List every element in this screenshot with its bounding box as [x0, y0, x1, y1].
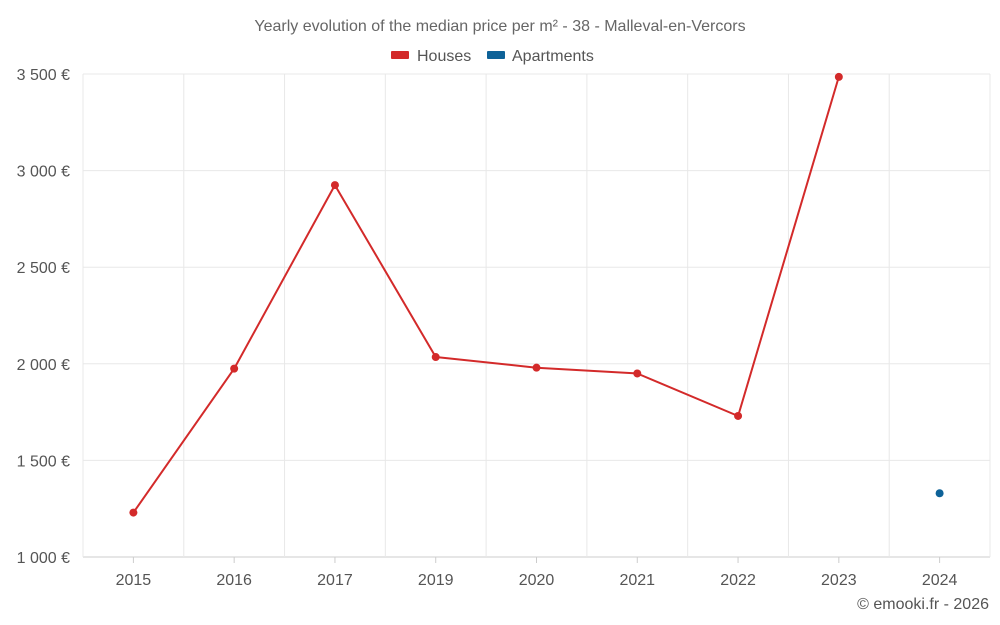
y-tick-label: 2 000 €	[17, 357, 70, 374]
legend-swatch-houses	[391, 51, 409, 59]
y-tick-label: 1 500 €	[17, 453, 70, 470]
x-tick-label: 2023	[821, 572, 857, 589]
data-point-houses[interactable]	[230, 364, 239, 373]
x-tick-label: 2019	[418, 572, 454, 589]
x-tick-label: 2015	[116, 572, 152, 589]
x-tick-label: 2022	[720, 572, 756, 589]
legend-label-houses: Houses	[417, 48, 471, 65]
legend-item-houses[interactable]: Houses	[391, 48, 471, 65]
gridlines	[82, 73, 991, 558]
legend-item-apartments[interactable]: Apartments	[487, 48, 594, 65]
y-tick-label: 3 500 €	[17, 67, 70, 84]
y-axis: 1 000 € 1 500 € 2 000 € 2 500 € 3 000 € 3 500…	[17, 67, 70, 567]
data-point-houses[interactable]	[431, 353, 440, 362]
legend-label-apartments: Apartments	[512, 48, 594, 65]
x-tick-label: 2020	[519, 572, 555, 589]
x-tick-label: 2016	[216, 572, 252, 589]
y-tick-label: 3 000 €	[17, 164, 70, 181]
x-axis: 2015 2016 2017 2019 2020 2021 2022 2023 2024	[116, 557, 958, 589]
y-tick-label: 2 500 €	[17, 260, 70, 277]
data-point-houses[interactable]	[532, 363, 541, 372]
y-tick-label: 1 000 €	[17, 550, 70, 567]
data-point-apartments[interactable]	[935, 489, 944, 498]
data-point-houses[interactable]	[633, 369, 642, 378]
x-tick-label: 2017	[317, 572, 353, 589]
data-point-houses[interactable]	[834, 72, 843, 81]
data-point-houses[interactable]	[129, 508, 138, 517]
legend-swatch-apartments	[487, 51, 505, 59]
legend: Houses Apartments	[391, 48, 594, 65]
x-tick-label: 2021	[619, 572, 655, 589]
series-layer	[129, 72, 944, 517]
x-tick-label: 2024	[922, 572, 958, 589]
chart-title: Yearly evolution of the median price per…	[254, 18, 745, 35]
credit-text: © emooki.fr - 2026	[857, 596, 989, 613]
data-point-houses[interactable]	[734, 411, 743, 420]
data-point-houses[interactable]	[330, 181, 339, 190]
series-line-houses	[132, 76, 840, 514]
